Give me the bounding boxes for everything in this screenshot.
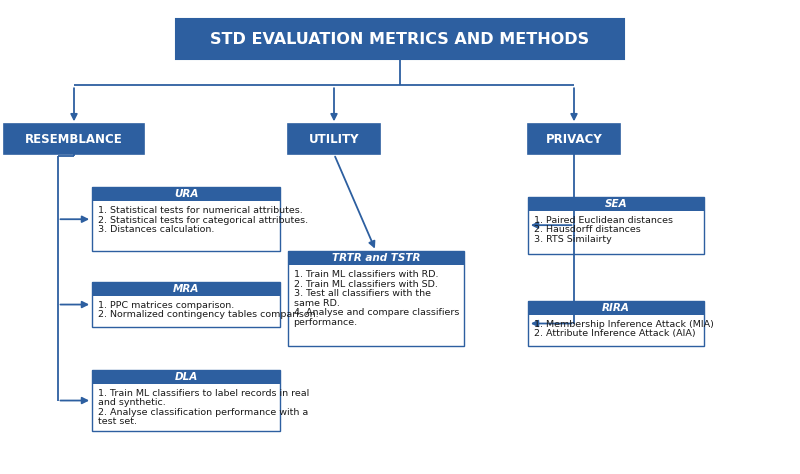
Text: 2. Attribute Inference Attack (AIA): 2. Attribute Inference Attack (AIA) (534, 329, 695, 338)
FancyBboxPatch shape (176, 19, 624, 59)
FancyBboxPatch shape (528, 197, 704, 254)
Text: STD EVALUATION METRICS AND METHODS: STD EVALUATION METRICS AND METHODS (210, 32, 590, 46)
Text: 1. Train ML classifiers with RD.: 1. Train ML classifiers with RD. (294, 270, 438, 279)
Text: test set.: test set. (98, 417, 137, 426)
Text: 3. RTS Similairty: 3. RTS Similairty (534, 235, 611, 244)
Text: TRTR and TSTR: TRTR and TSTR (332, 253, 420, 264)
Text: SEA: SEA (605, 199, 627, 209)
Text: 2. Analyse classification performance with a: 2. Analyse classification performance wi… (98, 408, 308, 417)
Text: 1. PPC matrices comparison.: 1. PPC matrices comparison. (98, 301, 234, 310)
FancyBboxPatch shape (288, 251, 464, 346)
FancyBboxPatch shape (528, 301, 704, 346)
Text: 1. Membership Inference Attack (MIA): 1. Membership Inference Attack (MIA) (534, 320, 714, 329)
Text: PRIVACY: PRIVACY (546, 133, 602, 146)
Text: RESEMBLANCE: RESEMBLANCE (25, 133, 123, 146)
Text: 2. Statistical tests for categorical attributes.: 2. Statistical tests for categorical att… (98, 216, 308, 225)
Text: and synthetic.: and synthetic. (98, 398, 166, 407)
Text: 1. Paired Euclidean distances: 1. Paired Euclidean distances (534, 216, 673, 225)
Text: 4. Analyse and compare classifiers: 4. Analyse and compare classifiers (294, 308, 459, 317)
Text: same RD.: same RD. (294, 299, 339, 308)
Text: 3. Test all classifiers with the: 3. Test all classifiers with the (294, 289, 430, 298)
Text: URA: URA (174, 189, 198, 200)
Text: 1. Statistical tests for numerical attributes.: 1. Statistical tests for numerical attri… (98, 206, 302, 215)
Text: performance.: performance. (294, 318, 358, 327)
FancyBboxPatch shape (92, 187, 280, 251)
FancyBboxPatch shape (92, 282, 280, 327)
FancyBboxPatch shape (4, 124, 144, 154)
FancyBboxPatch shape (528, 124, 620, 154)
Text: MRA: MRA (173, 284, 199, 294)
Text: 1. Train ML classifiers to label records in real: 1. Train ML classifiers to label records… (98, 389, 309, 398)
Text: 2. Hausdorff distances: 2. Hausdorff distances (534, 225, 640, 234)
FancyBboxPatch shape (288, 251, 464, 265)
FancyBboxPatch shape (528, 197, 704, 211)
FancyBboxPatch shape (92, 187, 280, 201)
Text: UTILITY: UTILITY (309, 133, 359, 146)
FancyBboxPatch shape (92, 370, 280, 384)
Text: RIRA: RIRA (602, 303, 630, 313)
FancyBboxPatch shape (528, 301, 704, 315)
Text: 2. Train ML classifiers with SD.: 2. Train ML classifiers with SD. (294, 280, 438, 289)
Text: 3. Distances calculation.: 3. Distances calculation. (98, 225, 214, 234)
FancyBboxPatch shape (92, 282, 280, 296)
Text: DLA: DLA (174, 372, 198, 382)
Text: 2. Normalized contingency tables comparison.: 2. Normalized contingency tables compari… (98, 310, 318, 319)
FancyBboxPatch shape (92, 370, 280, 431)
FancyBboxPatch shape (288, 124, 380, 154)
